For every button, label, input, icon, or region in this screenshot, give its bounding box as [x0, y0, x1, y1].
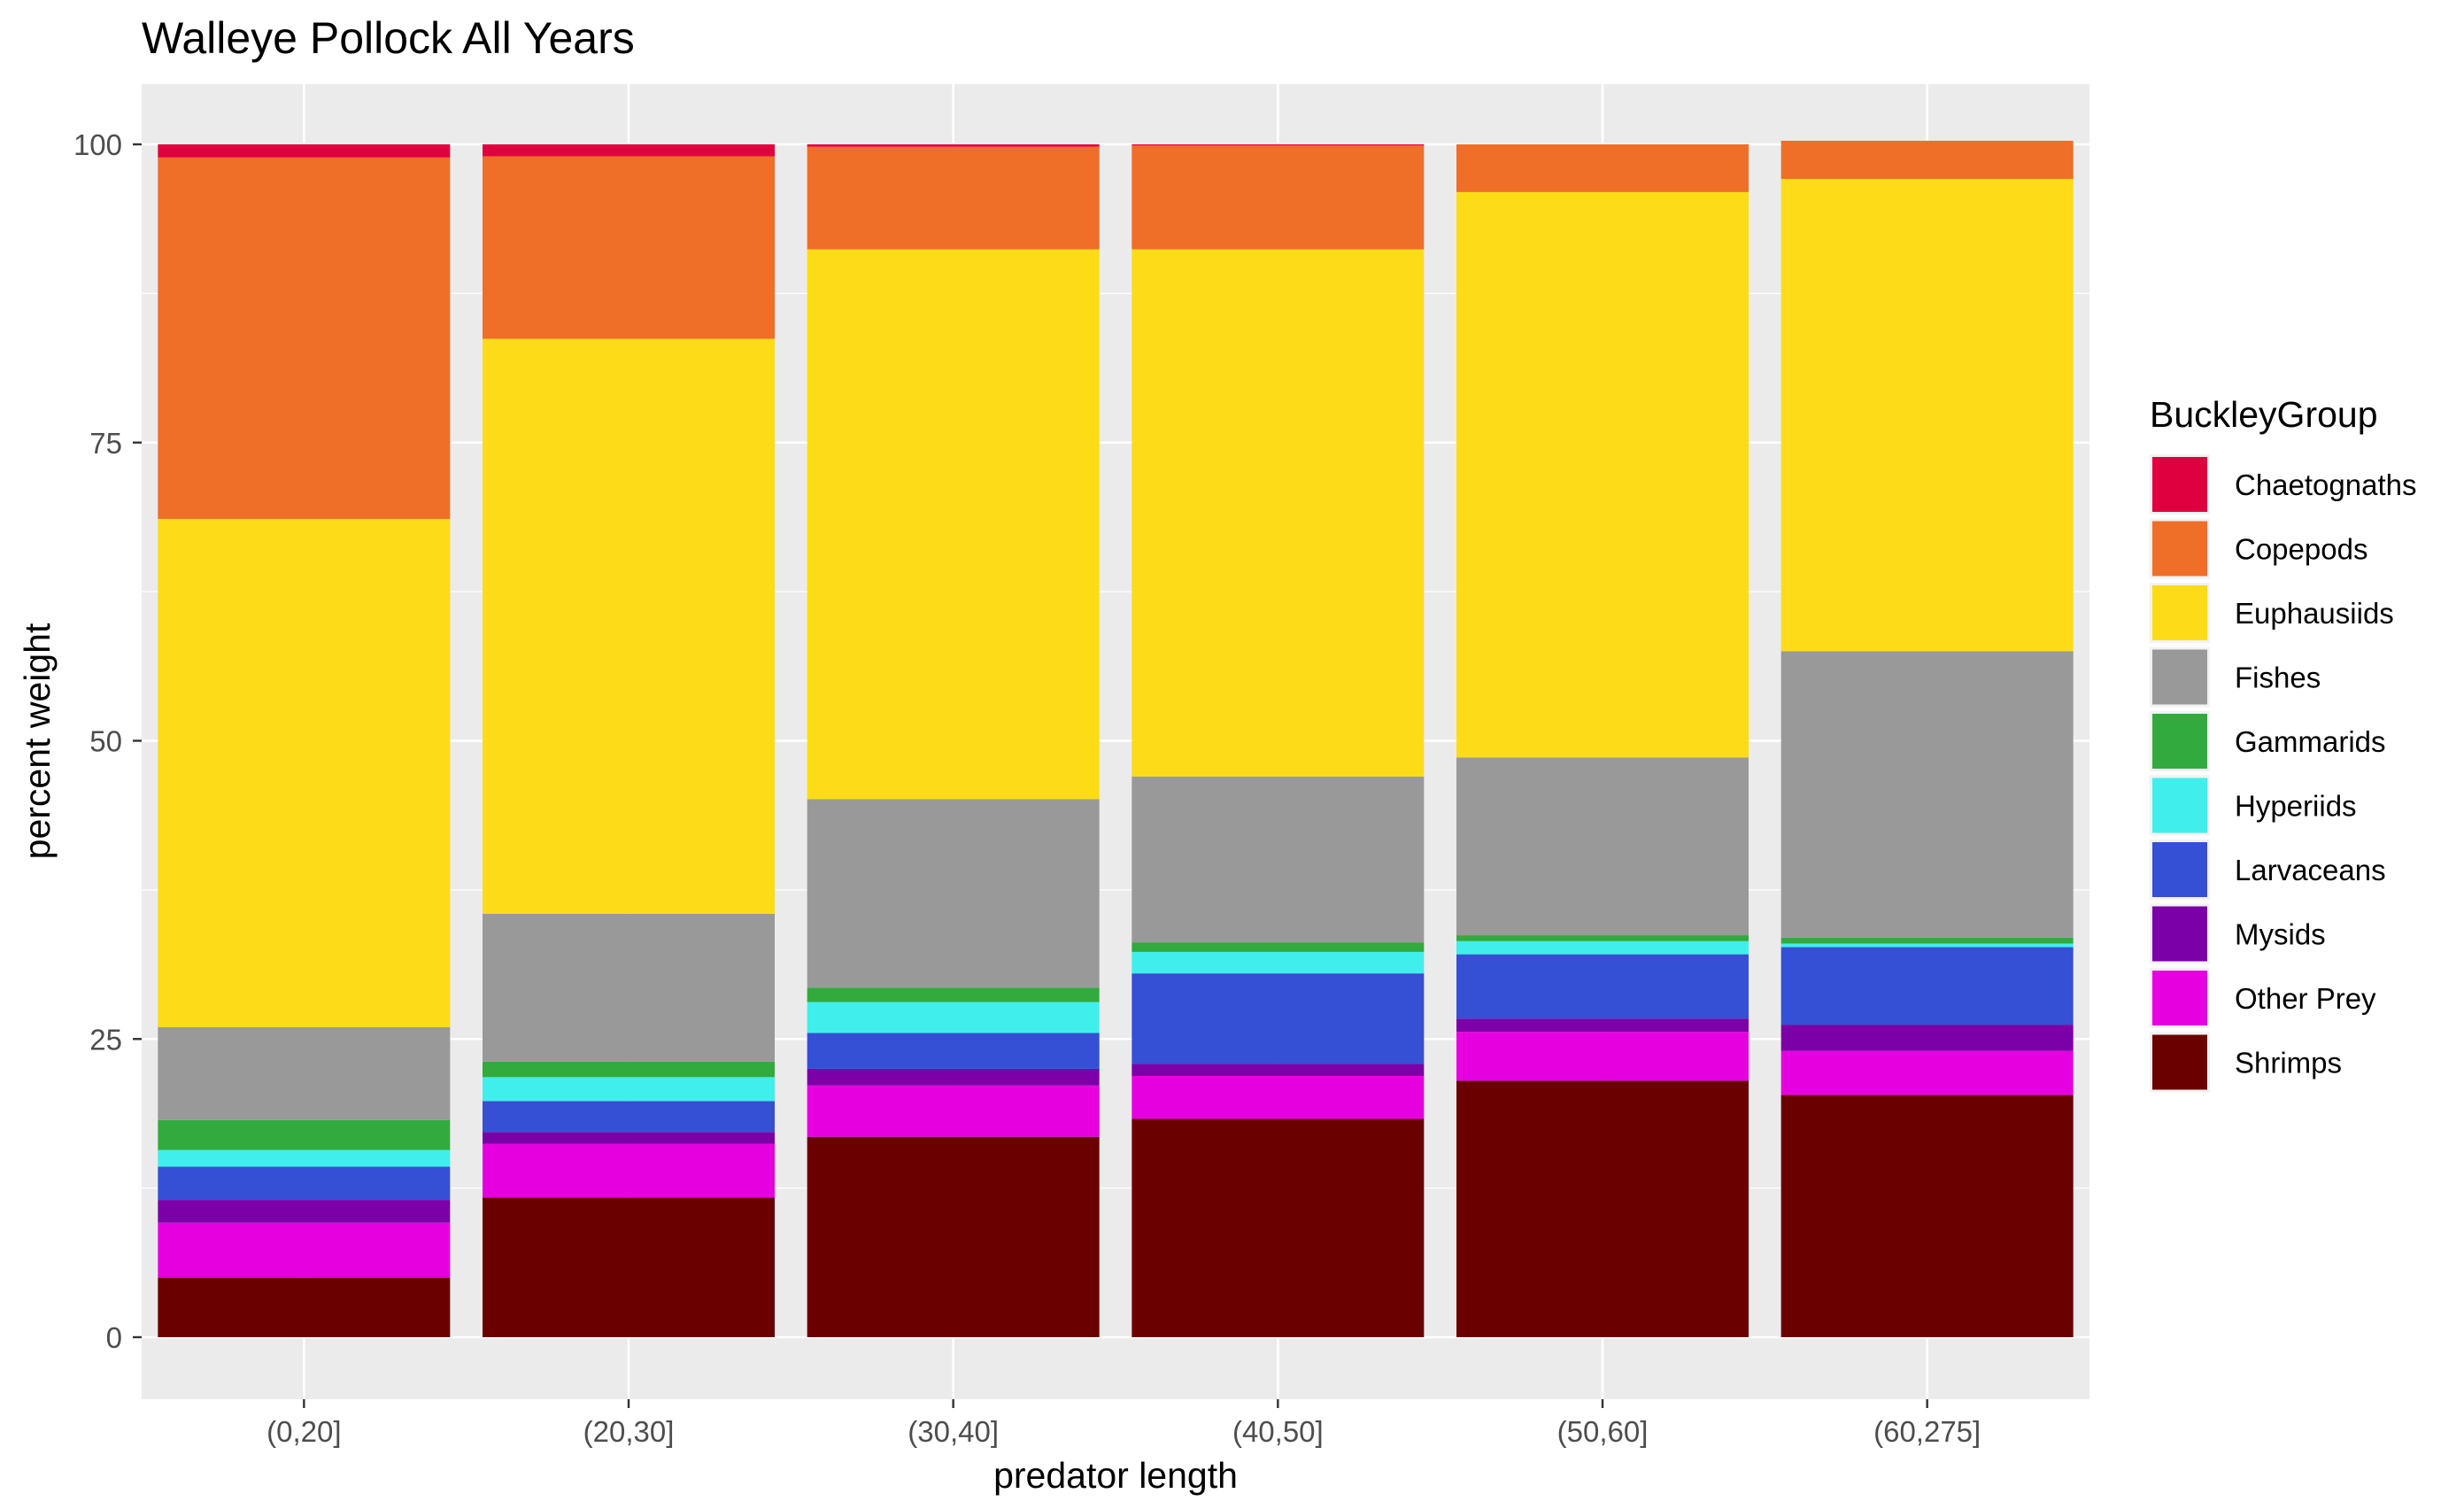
bar-segment-euphausiids: [1456, 191, 1749, 758]
bar-segment-hyperiids: [483, 1077, 775, 1102]
bar-segment-chaetognaths: [158, 144, 451, 158]
legend-label: Hyperiids: [2235, 790, 2357, 823]
bar-segment-other-prey: [158, 1222, 451, 1278]
bar-segment-gammarids: [1780, 937, 2074, 944]
bar-segment-euphausiids: [1780, 179, 2074, 652]
legend-label: Chaetognaths: [2235, 468, 2417, 501]
bar-segment-other-prey: [1132, 1076, 1425, 1119]
bar-segment-larvaceans: [1132, 973, 1425, 1064]
bar-segment-shrimps: [807, 1136, 1100, 1337]
bar-segment-copepods: [1456, 144, 1749, 192]
bar-segment-mysids: [807, 1068, 1100, 1086]
bar-segment-mysids: [158, 1200, 451, 1223]
y-tick-label: 25: [89, 1023, 122, 1056]
legend-swatch-copepods: [2152, 521, 2207, 577]
legend-swatch-mysids: [2152, 906, 2207, 962]
chart-title: Walleye Pollock All Years: [142, 13, 635, 63]
legend-label: Mysids: [2235, 918, 2326, 951]
bar-segment-copepods: [483, 156, 775, 339]
bar-segment-chaetognaths: [807, 144, 1100, 147]
y-tick-label: 75: [89, 427, 122, 460]
bar-segment-copepods: [1132, 145, 1425, 250]
legend-swatch-hyperiids: [2152, 778, 2207, 833]
bar-segment-euphausiids: [807, 249, 1100, 800]
bar-segment-mysids: [1780, 1025, 2074, 1051]
legend-swatch-shrimps: [2152, 1034, 2207, 1090]
bar-segment-shrimps: [158, 1277, 451, 1337]
bar-segment-fishes: [807, 799, 1100, 988]
bar-segment-fishes: [1132, 776, 1425, 943]
legend-swatch-euphausiids: [2152, 585, 2207, 640]
legend-swatch-gammarids: [2152, 714, 2207, 769]
x-tick-label: (40,50]: [1232, 1415, 1324, 1448]
y-axis: 0 25 50 75 100: [73, 128, 142, 1354]
x-tick-label: (50,60]: [1557, 1415, 1649, 1448]
bar-segment-shrimps: [1132, 1118, 1425, 1337]
bar-segment-other-prey: [1780, 1050, 2074, 1095]
bar-segment-shrimps: [483, 1197, 775, 1337]
legend-label: Fishes: [2235, 662, 2321, 694]
y-tick-label: 0: [106, 1321, 122, 1354]
legend-label: Euphausiids: [2235, 597, 2394, 630]
bar-segment-copepods: [158, 157, 451, 519]
bar-segment-larvaceans: [807, 1033, 1100, 1069]
x-tick-label: (20,30]: [583, 1415, 675, 1448]
x-axis: (0,20] (20,30] (30,40] (40,50] (50,60] (60,27…: [266, 1399, 1981, 1448]
bar-segment-gammarids: [158, 1119, 451, 1150]
bar-segment-larvaceans: [1780, 947, 2074, 1025]
bar-segment-shrimps: [1456, 1080, 1749, 1337]
bars: [158, 140, 2074, 1337]
bar-segment-larvaceans: [483, 1101, 775, 1133]
legend-swatch-larvaceans: [2152, 842, 2207, 897]
bar-segment-mysids: [1132, 1064, 1425, 1077]
bar-segment-shrimps: [1780, 1095, 2074, 1337]
bar-segment-euphausiids: [158, 518, 451, 1027]
legend-label: Copepods: [2235, 533, 2367, 566]
bar-segment-chaetognaths: [1132, 144, 1425, 146]
x-tick-label: (0,20]: [266, 1415, 341, 1448]
bar-segment-gammarids: [1456, 935, 1749, 941]
bar-segment-fishes: [1456, 757, 1749, 936]
x-tick-label: (60,275]: [1873, 1415, 1981, 1448]
bar-segment-fishes: [1780, 651, 2074, 938]
y-tick-label: 50: [89, 725, 122, 758]
bar-segment-copepods: [807, 146, 1100, 250]
bar-segment-gammarids: [483, 1061, 775, 1078]
legend-swatch-chaetognaths: [2152, 457, 2207, 512]
bar-segment-other-prey: [807, 1085, 1100, 1137]
legend-label: Other Prey: [2235, 982, 2376, 1015]
bar-segment-hyperiids: [158, 1149, 451, 1167]
bar-segment-hyperiids: [1132, 951, 1425, 974]
bar-segment-hyperiids: [1456, 940, 1749, 955]
y-tick-label: 100: [73, 128, 122, 161]
bar-segment-gammarids: [1132, 942, 1425, 952]
bar-segment-larvaceans: [158, 1166, 451, 1201]
y-axis-title: percent weight: [17, 623, 58, 859]
legend-label: Shrimps: [2235, 1047, 2342, 1080]
bar-segment-mysids: [1456, 1018, 1749, 1033]
bar-segment-euphausiids: [483, 338, 775, 914]
bar-segment-euphausiids: [1132, 249, 1425, 777]
bar-segment-other-prey: [1456, 1032, 1749, 1081]
bar-segment-chaetognaths: [483, 144, 775, 157]
legend-label: Larvaceans: [2235, 854, 2386, 886]
bar-segment-hyperiids: [1780, 943, 2074, 948]
bar-segment-other-prey: [483, 1143, 775, 1198]
legend-swatch-fishes: [2152, 649, 2207, 705]
legend-label: Gammarids: [2235, 725, 2386, 758]
bar-segment-fishes: [483, 913, 775, 1062]
bar-segment-copepods: [1780, 140, 2074, 180]
bar-segment-larvaceans: [1456, 954, 1749, 1019]
legend: BuckleyGroup Chaetognaths Copepods Euphaus…: [2150, 394, 2417, 1093]
bar-segment-mysids: [483, 1132, 775, 1144]
legend-title: BuckleyGroup: [2150, 394, 2378, 435]
bar-segment-gammarids: [807, 987, 1100, 1002]
legend-swatch-other-prey: [2152, 971, 2207, 1025]
x-axis-title: predator length: [993, 1455, 1238, 1496]
bar-segment-hyperiids: [807, 1002, 1100, 1033]
bar-segment-fishes: [158, 1026, 451, 1120]
x-tick-label: (30,40]: [908, 1415, 999, 1448]
